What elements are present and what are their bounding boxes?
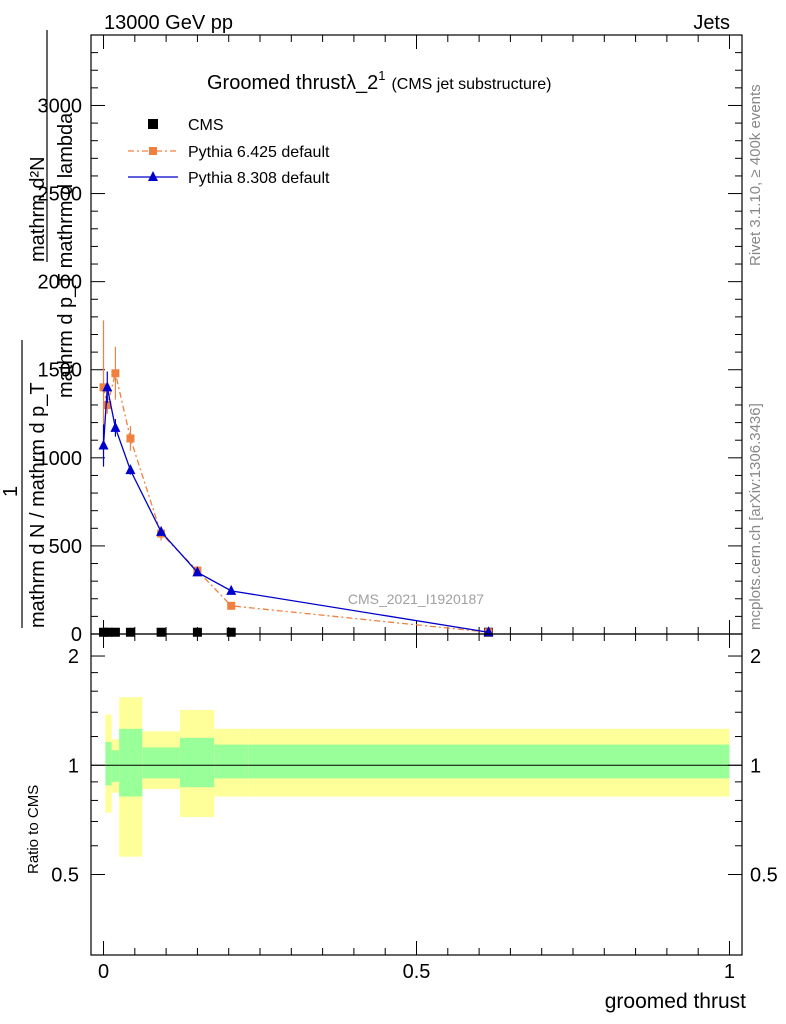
data-point-cms xyxy=(110,627,120,637)
legend-marker-pythia6 xyxy=(149,147,157,155)
x-axis-label: groomed thrust xyxy=(605,990,746,1013)
y-label-prefactor-denominator: mathrm d N / mathrm d p_T xyxy=(27,382,49,628)
rivet-label: Rivet 3.1.10, ≥ 400k events xyxy=(747,84,764,266)
x-tick-label: 0.5 xyxy=(403,961,431,983)
data-point-cms xyxy=(226,627,236,637)
ratio-inner-band xyxy=(111,750,120,782)
y-tick-label: 2000 xyxy=(38,272,83,294)
series-layer xyxy=(98,320,494,637)
chart-title-sup: 1 xyxy=(378,68,385,83)
y-axis-label: mathrm d²N mathrm d p_T mathrm d lambda … xyxy=(0,30,77,628)
legend-label-cms: CMS xyxy=(188,117,224,134)
data-point-cms xyxy=(192,627,202,637)
data-point-pythia8 xyxy=(110,421,121,432)
ratio-frame xyxy=(90,633,743,956)
ratio-inner-band xyxy=(248,744,730,779)
ratio-y-tick-label: 0.5 xyxy=(51,864,79,886)
series-line-pythia6 xyxy=(102,373,489,633)
y-label-prefactor: 1 xyxy=(0,486,22,497)
chart-title-main: Groomed thrustλ_2 xyxy=(207,72,378,94)
x-tick-label: 1 xyxy=(724,961,735,983)
legend: CMS Pythia 6.425 default Pythia 8.308 de… xyxy=(128,117,330,187)
ratio-inner-band xyxy=(119,728,143,797)
ratio-y-tick-label-right: 2 xyxy=(750,646,761,668)
y-tick-label: 1000 xyxy=(38,448,83,470)
ratio-y-label: Ratio to CMS xyxy=(25,785,42,874)
data-point-pythia8 xyxy=(102,381,113,392)
ratio-inner-band xyxy=(142,747,180,779)
ratio-plot: 0 0.5 1 0.5 0.5 1 1 2 2 xyxy=(51,634,778,983)
data-point-pythia8 xyxy=(125,464,136,475)
legend-label-pythia8: Pythia 8.308 default xyxy=(188,170,330,187)
chart-subtitle: (CMS jet substructure) xyxy=(391,76,551,93)
y-tick-label: 0 xyxy=(71,624,82,646)
data-point-cms xyxy=(99,627,109,637)
y-tick-label: 2500 xyxy=(38,184,83,206)
data-point-pythia6 xyxy=(227,601,236,610)
data-point-cms xyxy=(156,627,166,637)
ratio-inner-band xyxy=(214,744,249,779)
data-point-pythia8 xyxy=(192,566,203,577)
ratio-y-tick-label: 1 xyxy=(68,755,79,777)
data-point-pythia8 xyxy=(226,584,237,595)
ratio-y-tick-label-right: 1 xyxy=(750,755,761,777)
analysis-watermark: CMS_2021_I1920187 xyxy=(348,591,484,607)
data-point-pythia6 xyxy=(103,400,112,409)
ratio-inner-band xyxy=(179,737,215,788)
data-point-cms xyxy=(125,627,135,637)
data-point-pythia6 xyxy=(99,383,108,392)
x-tick-label: 0 xyxy=(98,961,109,983)
y-label-denominator: mathrm d p_T mathrm d lambda xyxy=(55,112,77,398)
y-tick-label: 500 xyxy=(49,536,82,558)
ratio-y-tick-label-right: 0.5 xyxy=(750,864,778,886)
ratio-inner-band xyxy=(105,741,112,786)
y-label-numerator: mathrm d²N xyxy=(27,156,49,262)
ratio-y-tick-label: 2 xyxy=(68,646,79,668)
header-right: Jets xyxy=(693,12,730,34)
ratio-bands xyxy=(91,697,742,857)
data-point-pythia6 xyxy=(126,434,135,443)
data-point-pythia6 xyxy=(111,369,120,378)
series-line-pythia8 xyxy=(102,387,489,633)
legend-marker-pythia8 xyxy=(148,171,158,181)
data-point-cms xyxy=(104,627,114,637)
data-point-pythia8 xyxy=(156,525,167,536)
data-point-pythia8 xyxy=(98,439,109,450)
legend-marker-cms xyxy=(148,119,158,129)
legend-label-pythia6: Pythia 6.425 default xyxy=(188,144,330,161)
y-tick-label: 1500 xyxy=(38,360,83,382)
main-plot: 0 500 1000 1500 2000 2500 3000 xyxy=(38,35,742,646)
mcplots-label: mcplots.cern.ch [arXiv:1306.3436] xyxy=(747,403,764,630)
y-tick-label: 3000 xyxy=(38,95,83,117)
chart-title: Groomed thrustλ_21 (CMS jet substructure) xyxy=(207,68,551,94)
header-left: 13000 GeV pp xyxy=(104,12,233,34)
